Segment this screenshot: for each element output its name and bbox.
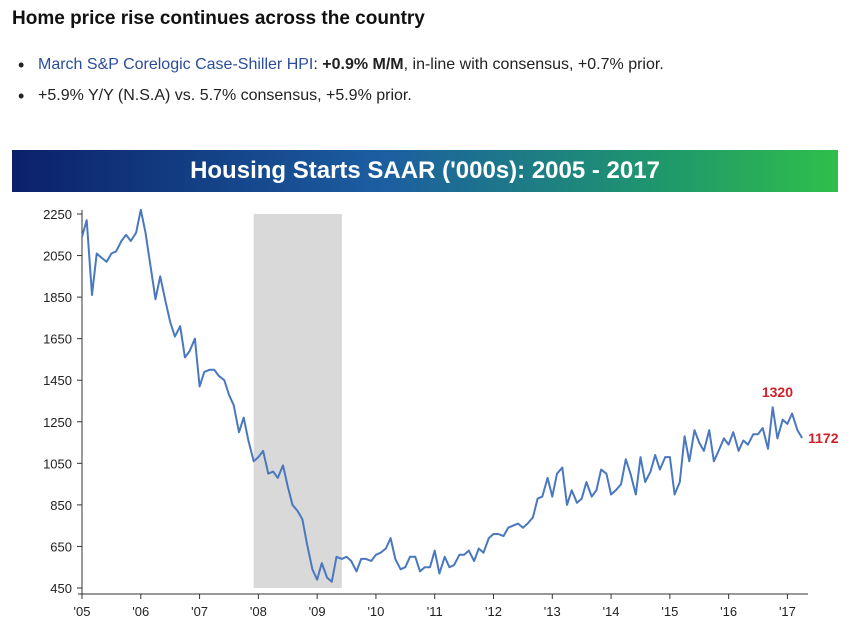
y-tick-label: 850 xyxy=(50,498,72,513)
y-tick-label: 2250 xyxy=(43,207,72,222)
x-tick-label: '09 xyxy=(309,604,326,619)
hpi-rest: , in-line with consensus, +0.7% prior. xyxy=(403,56,664,73)
x-tick-label: '14 xyxy=(603,604,620,619)
hpi-link[interactable]: March S&P Corelogic Case-Shiller HPI xyxy=(38,56,314,73)
hpi-colon: : xyxy=(313,56,318,73)
value-annotation: 1172 xyxy=(808,430,839,446)
value-annotation: 1320 xyxy=(762,384,793,400)
x-tick-label: '17 xyxy=(779,604,796,619)
y-tick-label: 2050 xyxy=(43,249,72,264)
chart-title-banner: Housing Starts SAAR ('000s): 2005 - 2017 xyxy=(12,150,838,192)
housing-starts-line xyxy=(81,208,803,583)
y-tick-label: 1650 xyxy=(43,332,72,347)
series-layer xyxy=(81,208,803,583)
x-tick-label: '13 xyxy=(544,604,561,619)
y-tick-label: 1250 xyxy=(43,415,72,430)
x-tick-label: '11 xyxy=(427,604,443,619)
summary-bullets: March S&P Corelogic Case-Shiller HPI: +0… xyxy=(16,55,664,118)
x-tick-label: '10 xyxy=(367,604,384,619)
y-tick-label: 450 xyxy=(50,581,72,596)
bullet-hpi: March S&P Corelogic Case-Shiller HPI: +0… xyxy=(16,55,664,76)
bullet-yoy: +5.9% Y/Y (N.S.A) vs. 5.7% consensus, +5… xyxy=(16,86,664,107)
recession-band xyxy=(253,214,342,588)
x-tick-label: '15 xyxy=(661,604,678,619)
x-tick-label: '07 xyxy=(191,604,208,619)
axis-layer: 2250 2050 1850 1650 1450 1250 1050 850 650 450'05… xyxy=(43,207,808,619)
housing-starts-chart: 2250 2050 1850 1650 1450 1250 1050 850 650 450'05… xyxy=(43,207,839,619)
x-tick-label: '08 xyxy=(250,604,267,619)
y-tick-label: 1450 xyxy=(43,373,72,388)
page-headline: Home price rise continues across the cou… xyxy=(12,8,425,29)
annotation-layer: 1320 1172 xyxy=(762,384,839,446)
yoy-text: +5.9% Y/Y (N.S.A) vs. 5.7% consensus, +5… xyxy=(38,87,412,104)
hpi-mom-value: +0.9% M/M xyxy=(322,56,404,73)
y-tick-label: 650 xyxy=(50,539,72,554)
y-tick-label: 1050 xyxy=(43,456,72,471)
recession-layer xyxy=(253,214,342,588)
x-tick-label: '12 xyxy=(485,604,502,619)
x-tick-label: '05 xyxy=(74,604,91,619)
x-tick-label: '16 xyxy=(720,604,737,619)
x-tick-label: '06 xyxy=(132,604,149,619)
y-tick-label: 1850 xyxy=(43,290,72,305)
